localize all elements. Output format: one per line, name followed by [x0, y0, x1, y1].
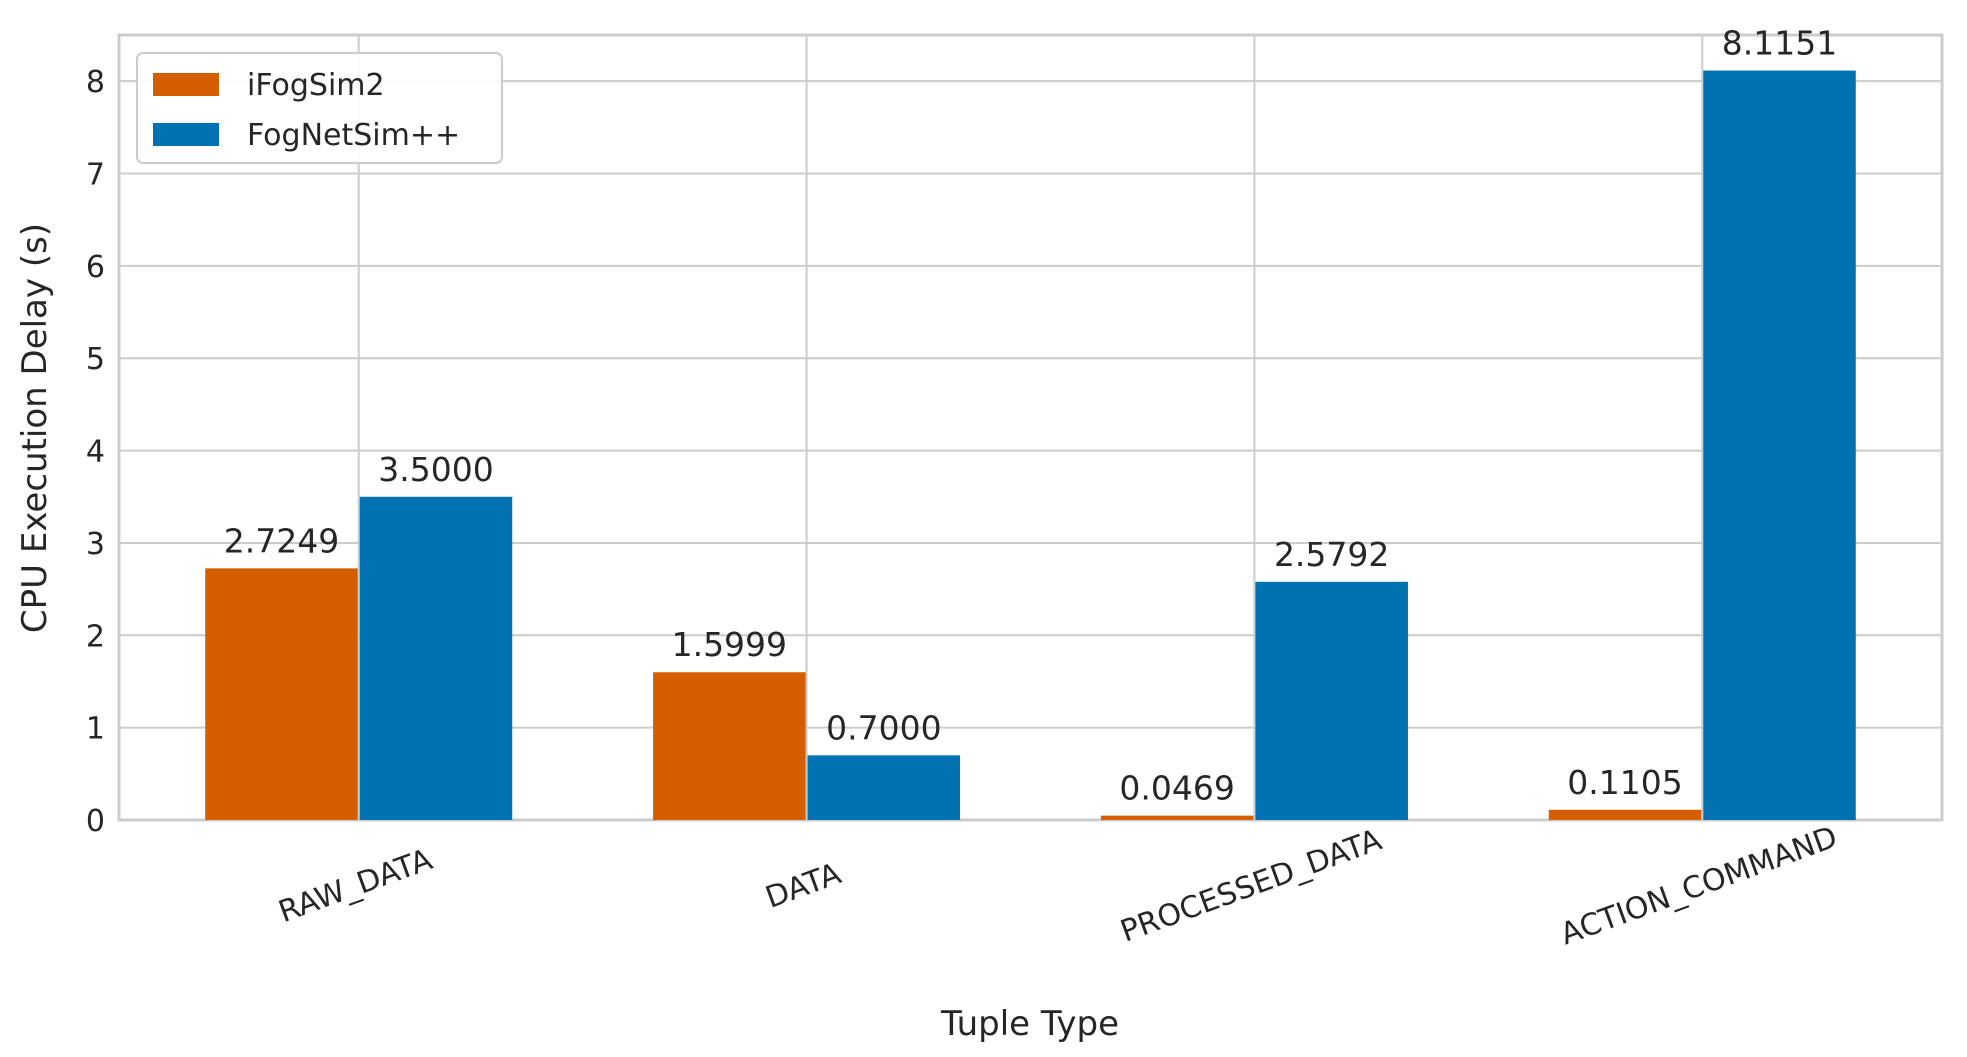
y-tick-label: 7 — [86, 158, 105, 193]
value-label: 0.7000 — [826, 708, 941, 747]
value-label: 2.5792 — [1274, 535, 1389, 574]
value-label: 0.1105 — [1567, 763, 1682, 802]
x-tick-label: RAW_DATA — [274, 842, 437, 930]
legend-label: FogNetSim++ — [247, 118, 460, 153]
value-label: 0.0469 — [1119, 769, 1234, 808]
y-tick-label: 6 — [86, 250, 105, 285]
legend-swatch — [153, 123, 219, 146]
y-tick-label: 5 — [86, 342, 105, 377]
legend-swatch — [153, 73, 219, 96]
y-tick-label: 4 — [86, 435, 105, 470]
bar — [653, 672, 806, 820]
bar — [1703, 70, 1856, 821]
bar — [807, 755, 961, 820]
value-label: 8.1151 — [1722, 24, 1837, 63]
value-label: 1.5999 — [672, 625, 787, 664]
bar — [1548, 809, 1702, 820]
y-axis-label: CPU Execution Delay (s) — [15, 223, 55, 633]
bar — [1100, 815, 1254, 820]
x-tick-label: PROCESSED_DATA — [1116, 822, 1387, 949]
y-tick-label: 0 — [86, 804, 105, 839]
bar — [359, 496, 513, 820]
x-axis-label: Tuple Type — [940, 1004, 1119, 1044]
value-label: 2.7249 — [224, 521, 339, 560]
y-tick-label: 1 — [86, 712, 105, 747]
plot-frame — [117, 33, 1944, 822]
y-tick-label: 2 — [86, 619, 105, 654]
y-tick-label: 3 — [86, 527, 105, 562]
bar — [205, 568, 358, 820]
y-tick-label: 8 — [86, 65, 105, 100]
bar — [1255, 581, 1408, 820]
value-label: 3.5000 — [378, 450, 493, 489]
x-tick-label: ACTION_COMMAND — [1556, 820, 1842, 953]
legend-label: iFogSim2 — [247, 68, 385, 103]
legend-box — [136, 52, 503, 164]
x-tick-label: DATA — [761, 856, 846, 915]
